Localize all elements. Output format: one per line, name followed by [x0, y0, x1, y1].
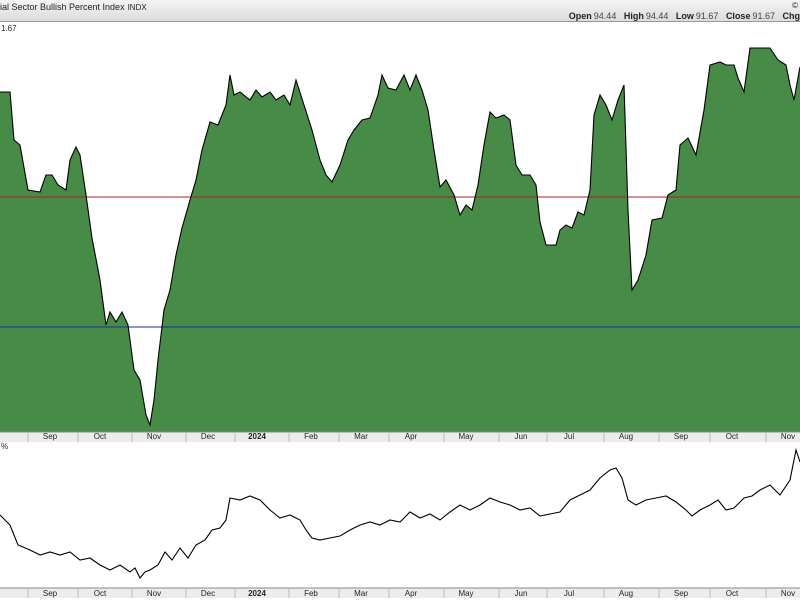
x-tick-label: Mar: [354, 432, 368, 441]
x-tick-label: Sep: [43, 589, 58, 598]
x-tick-label: Nov: [781, 432, 795, 441]
x-tick-label: Jul: [564, 432, 574, 441]
ohlc-value: 94.44: [593, 11, 617, 21]
x-tick-label: May: [458, 589, 473, 598]
x-tick-label: Sep: [43, 432, 58, 441]
x-tick-label: Feb: [304, 432, 318, 441]
x-tick-label: Apr: [405, 432, 418, 441]
ohlc-label: High: [623, 11, 644, 21]
x-tick-label: Mar: [354, 589, 368, 598]
line: [0, 447, 800, 579]
x-tick-label: Nov: [147, 432, 161, 441]
label-strip: [0, 588, 800, 598]
panel-label: 1.67: [1, 24, 17, 33]
x-tick-label: 2024: [248, 589, 266, 598]
area: [0, 48, 800, 432]
header: ial Sector Bullish Percent Index INDX © O…: [0, 0, 800, 22]
ohlc-value: 91.67: [695, 11, 719, 21]
x-tick-label: Sep: [674, 432, 689, 441]
x-tick-label: Oct: [726, 589, 739, 598]
change-label: Chg: [782, 11, 800, 21]
ohlc-label: Open: [568, 11, 592, 21]
x-tick-label: Nov: [781, 589, 795, 598]
x-tick-label: Jun: [515, 589, 528, 598]
ohlc-label: Close: [725, 11, 751, 21]
ohlc: Open 94.44 High 94.44 Low 91.67 Close 91.67 …: [564, 11, 800, 21]
line: [0, 47, 800, 428]
title-row: ial Sector Bullish Percent Index INDX: [0, 2, 147, 12]
x-tick-label: Jun: [515, 432, 528, 441]
label-strip: [0, 432, 800, 442]
x-tick-label: Feb: [304, 589, 318, 598]
ohlc-value: 94.44: [645, 11, 669, 21]
x-tick-label: May: [458, 432, 473, 441]
ohlc-label: Low: [675, 11, 694, 21]
x-tick-label: Jul: [564, 589, 574, 598]
x-tick-label: Aug: [619, 589, 633, 598]
x-tick-label: 2024: [248, 432, 266, 441]
panel-background: [0, 442, 800, 588]
copyright: ©: [792, 1, 798, 10]
x-tick-label: Oct: [726, 432, 739, 441]
x-tick-label: Apr: [405, 589, 418, 598]
x-tick-label: Sep: [674, 589, 689, 598]
panel-label: %: [1, 442, 8, 451]
x-tick-label: Oct: [94, 432, 107, 441]
ohlc-value: 91.67: [752, 11, 775, 21]
x-tick-label: Nov: [147, 589, 161, 598]
symbol: INDX: [127, 3, 147, 12]
x-tick-label: Oct: [94, 589, 107, 598]
x-tick-label: Dec: [201, 432, 215, 441]
x-tick-label: Aug: [619, 432, 633, 441]
title: ial Sector Bullish Percent Index: [0, 2, 125, 12]
x-tick-label: Dec: [201, 589, 215, 598]
